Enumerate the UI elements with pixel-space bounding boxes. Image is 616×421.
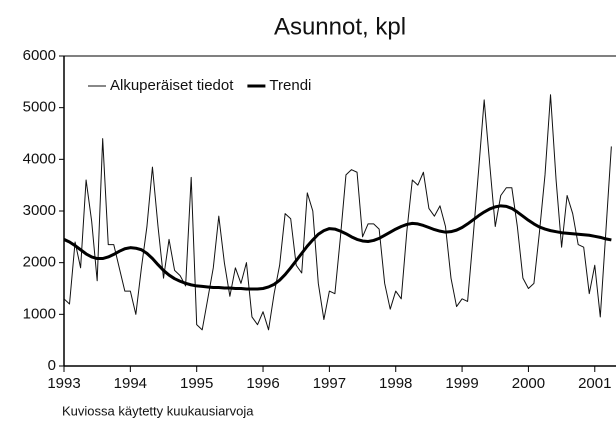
x-tick-label: 1994 (114, 375, 147, 392)
y-tick-label: 4000 (23, 150, 56, 167)
y-tick-label: 5000 (23, 99, 56, 116)
x-tick-label: 1996 (246, 375, 279, 392)
y-tick-label: 2000 (23, 254, 56, 271)
line-series (64, 94, 612, 331)
legend-label: Alkuperäiset tiedot (110, 77, 234, 94)
x-tick-label: 1997 (313, 375, 346, 392)
legend-label: Trendi (269, 77, 311, 94)
x-tick-label: 1995 (180, 375, 213, 392)
y-tick-label: 1000 (23, 305, 56, 322)
x-tick-label: 1998 (379, 375, 412, 392)
x-tick-label: 2000 (512, 375, 545, 392)
footnote: Kuviossa käytetty kuukausiarvoja (62, 403, 254, 418)
y-tick-label: 0 (48, 357, 56, 374)
y-tick-label: 3000 (23, 202, 56, 219)
chart-title: Asunnot, kpl (274, 13, 406, 40)
line-series (64, 204, 612, 291)
x-tick-label: 1993 (47, 375, 80, 392)
y-tick-label: 6000 (23, 47, 56, 64)
x-tick-label: 1999 (445, 375, 478, 392)
x-tick-label: 2001 (578, 375, 611, 392)
